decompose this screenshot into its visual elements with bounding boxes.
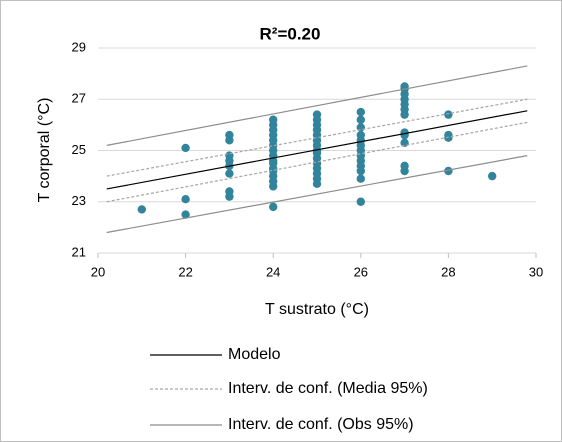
regression-line	[106, 65, 528, 146]
point	[356, 115, 365, 124]
legend-label: Modelo	[228, 346, 281, 363]
point	[444, 110, 453, 119]
point	[269, 202, 278, 212]
legend-label: Interv. de conf. (Media 95%)	[228, 380, 428, 397]
point	[312, 110, 322, 119]
y-tick-label: 21	[72, 244, 86, 259]
point	[356, 130, 365, 140]
point	[356, 197, 365, 206]
y-tick-label: 25	[72, 142, 86, 157]
point	[269, 115, 278, 124]
regression-line	[106, 98, 528, 177]
x-axis-title: T sustrato (°C)	[265, 301, 369, 318]
y-tick-label: 27	[72, 91, 86, 106]
point	[488, 171, 497, 181]
point	[225, 136, 234, 145]
chart-title: R²=0.20	[260, 24, 321, 43]
point	[444, 166, 453, 176]
x-tick-label: 22	[178, 264, 192, 279]
y-axis-title: T corporal (°C)	[36, 98, 53, 203]
x-tick-label: 26	[354, 264, 368, 279]
point	[356, 107, 365, 117]
point	[181, 143, 190, 153]
regression-line	[106, 110, 528, 190]
y-tick-label: 23	[72, 193, 86, 208]
point	[181, 194, 190, 204]
point	[225, 169, 234, 178]
x-tick-label: 30	[529, 264, 543, 279]
regression-line	[106, 121, 528, 203]
point	[137, 205, 146, 214]
point	[400, 128, 409, 137]
x-tick-label: 20	[91, 264, 105, 279]
point	[400, 161, 409, 171]
regression-line	[106, 155, 528, 234]
x-tick-label: 24	[266, 264, 280, 279]
x-tick-label: 28	[441, 264, 455, 279]
point	[225, 192, 234, 201]
point	[356, 174, 365, 183]
point	[181, 210, 190, 219]
legend-label: Interv. de conf. (Obs 95%)	[228, 416, 414, 433]
y-tick-label: 29	[72, 39, 86, 54]
